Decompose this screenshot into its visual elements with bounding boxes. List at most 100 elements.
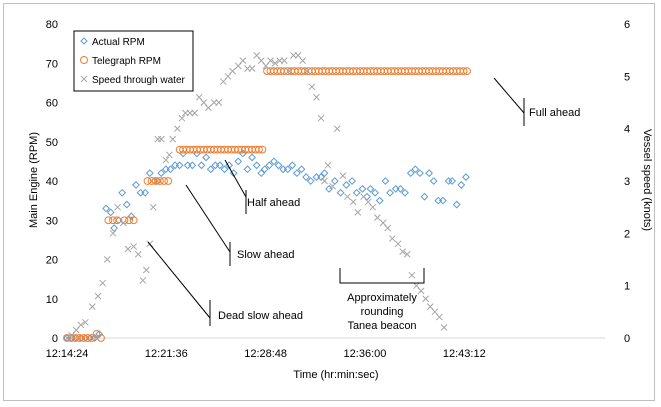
speed-point [130, 243, 138, 250]
actual-rpm-point [166, 165, 175, 174]
x-tick-label: 12:43:12 [443, 348, 486, 360]
speed-point [267, 57, 274, 64]
speed-point [313, 93, 320, 101]
x-tick-label: 12:21:36 [145, 348, 188, 360]
speed-point [303, 67, 311, 75]
actual-rpm-point [197, 161, 206, 170]
telegraph-rpm-point [160, 177, 168, 185]
actual-rpm-point [211, 161, 220, 170]
y2-tick-label: 0 [624, 333, 630, 345]
legend-marker-telegraph-rpm [80, 56, 88, 64]
speed-point [119, 219, 127, 227]
speed-point [436, 313, 443, 321]
actual-rpm-point [171, 161, 179, 170]
telegraph-rpm-point [463, 67, 471, 75]
telegraph-rpm-point [258, 145, 267, 154]
actual-rpm-point [348, 177, 357, 185]
actual-rpm-point [406, 169, 415, 178]
speed-point [271, 59, 279, 67]
actual-rpm-point [363, 192, 371, 201]
telegraph-rpm-point [147, 177, 156, 185]
speed-point [280, 57, 288, 64]
speed-point [329, 182, 336, 190]
speed-point [248, 65, 256, 72]
speed-point [339, 172, 347, 180]
legend-box [73, 30, 194, 92]
series-speed-through-water [63, 52, 448, 342]
actual-rpm-point [416, 169, 424, 178]
actual-rpm-point [381, 177, 390, 185]
speed-point [109, 229, 117, 237]
speed-point [134, 250, 142, 258]
dead-slow-leader [147, 241, 211, 319]
actual-rpm-point [157, 169, 166, 178]
speed-point [82, 318, 89, 326]
annot-beacon-line3: Tanea beacon [347, 320, 416, 332]
actual-rpm-point [288, 161, 297, 170]
actual-rpm-point [127, 212, 136, 221]
actual-rpm-point [234, 157, 243, 166]
speed-point [239, 57, 247, 64]
speed-point [324, 161, 332, 169]
actual-rpm-point [448, 177, 457, 185]
actual-rpm-point [302, 173, 311, 181]
speed-point [205, 104, 212, 112]
actual-rpm-point [386, 188, 394, 197]
actual-rpm-point [145, 169, 154, 178]
speed-point [299, 57, 307, 64]
speed-point [114, 203, 121, 211]
legend-label-actual-rpm: Actual RPM [92, 37, 145, 48]
speed-point [178, 114, 186, 122]
speed-point [99, 279, 106, 287]
annot-slow-ahead: Slow ahead [237, 249, 295, 261]
speed-point [349, 198, 357, 206]
actual-rpm-point [110, 224, 119, 233]
actual-rpm-point [312, 173, 321, 181]
telegraph-rpm-point [71, 334, 80, 342]
telegraph-rpm-point [79, 334, 88, 342]
actual-rpm-point [270, 157, 278, 166]
actual-rpm-point [188, 161, 197, 170]
speed-point [403, 250, 411, 258]
actual-rpm-point [118, 188, 127, 197]
speed-point [174, 125, 181, 133]
x-tick-label: 12:28:48 [244, 348, 287, 360]
telegraph-rpm-point [109, 216, 117, 225]
telegraph-rpm-point [151, 177, 160, 185]
actual-rpm-point [396, 184, 405, 193]
y-tick-label: 60 [46, 98, 58, 110]
actual-rpm-point [401, 188, 409, 197]
telegraph-rpm-point [87, 334, 96, 342]
telegraph-rpm-point [155, 177, 164, 185]
x-axis-title: Time (hr:min:sec) [293, 369, 378, 381]
x-axis-ticks: 12:14:24 12:21:36 12:28:48 12:36:00 12:43:12 [46, 348, 486, 360]
telegraph-rpm-point [75, 334, 84, 342]
actual-rpm-point [175, 161, 184, 170]
actual-rpm-point [434, 196, 443, 205]
speed-point [374, 214, 381, 221]
speed-point [317, 114, 325, 122]
actual-rpm-point [132, 181, 140, 189]
speed-point [285, 67, 293, 75]
y-tick-label: 10 [46, 294, 58, 306]
speed-point [440, 324, 448, 331]
beacon-bracket [339, 268, 425, 284]
speed-point [394, 240, 402, 248]
actual-rpm-point [279, 165, 288, 174]
actual-rpm-point [243, 165, 252, 174]
actual-rpm-point [444, 177, 453, 185]
actual-rpm-point [420, 192, 429, 201]
y2-tick-label: 2 [624, 228, 630, 240]
actual-rpm-point [161, 165, 170, 174]
speed-point [308, 83, 316, 91]
speed-point [157, 135, 165, 143]
telegraph-rpm-point [63, 334, 71, 342]
actual-rpm-point [375, 196, 384, 205]
series-actual-rpm [63, 149, 470, 342]
y2-tick-label: 3 [624, 176, 630, 188]
x-tick-label: 12:14:24 [46, 348, 89, 360]
telegraph-rpm-point [83, 334, 92, 342]
actual-rpm-point [352, 188, 361, 197]
speed-point [333, 125, 341, 133]
actual-rpm-point [293, 169, 301, 178]
